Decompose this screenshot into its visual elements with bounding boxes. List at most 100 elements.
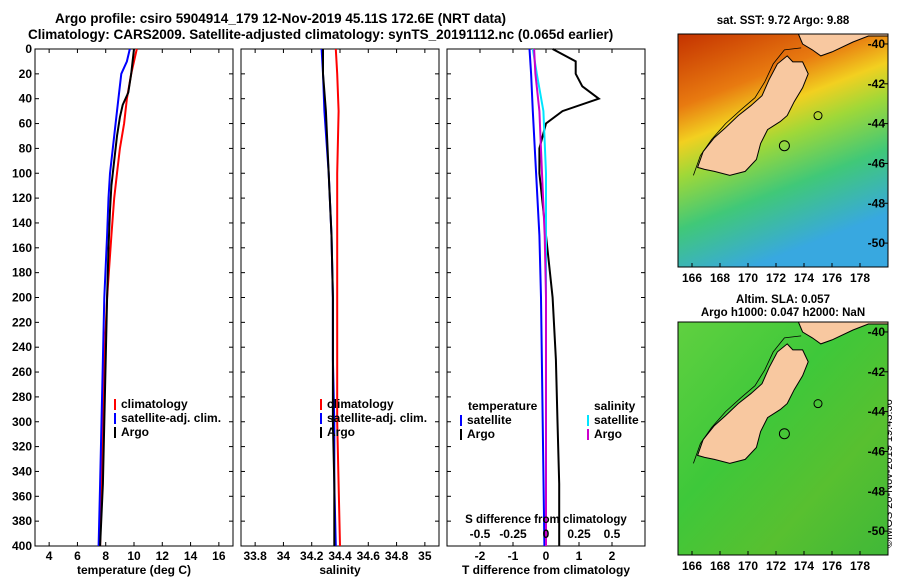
- y-tick-label: 160: [12, 241, 32, 255]
- sla-map-south-island: [696, 343, 809, 464]
- x-axis-label: T difference from climatology: [462, 563, 630, 577]
- x-tick-label: 34.8: [385, 549, 409, 563]
- y-tick-label: 20: [19, 67, 33, 81]
- map-x-tick-label: 178: [850, 271, 870, 285]
- x-tick-label: 34.6: [357, 549, 381, 563]
- map-y-tick-label: -48: [868, 196, 886, 210]
- map-x-tick-label: 174: [794, 559, 814, 573]
- y-tick-label: 0: [25, 42, 32, 56]
- y-tick-label: 140: [12, 216, 32, 230]
- sst-map-south-island: [696, 55, 809, 176]
- y-tick-label: 380: [12, 514, 32, 528]
- series-line-climatology: [334, 48, 341, 547]
- y-tick-label: 240: [12, 340, 32, 354]
- y-tick-label: 80: [19, 141, 33, 155]
- y-tick-label: 340: [12, 464, 32, 478]
- sla-map-argo-location: [778, 428, 790, 440]
- x-tick-label: 35: [418, 549, 432, 563]
- map-x-tick-label: 166: [682, 559, 702, 573]
- sla-map-seamount: [813, 399, 823, 409]
- legend-label: satellite-adj. clim.: [327, 411, 427, 425]
- y-tick-label: 320: [12, 440, 32, 454]
- legend-label: satellite-adj. clim.: [121, 411, 221, 425]
- legend-title-temperature: temperature: [468, 399, 538, 413]
- map-y-tick-label: -46: [868, 444, 886, 458]
- map-y-tick-label: -44: [868, 117, 886, 131]
- y-tick-label: 60: [19, 117, 33, 131]
- legend-label: satellite: [467, 413, 512, 427]
- x-tick-label: 0: [543, 549, 550, 563]
- map-x-tick-label: 168: [710, 559, 730, 573]
- sla-map-subtitle: Argo h1000: 0.047 h2000: NaN: [700, 307, 866, 319]
- map-x-tick-label: 172: [766, 559, 786, 573]
- x-tick-label: 8: [102, 549, 109, 563]
- figure-title-line2: Climatology: CARS2009. Satellite-adjuste…: [28, 27, 614, 42]
- map-y-tick-label: -46: [868, 156, 886, 170]
- series-line-t-argo: [538, 48, 601, 546]
- x-axis-label: salinity: [319, 563, 361, 577]
- map-y-tick-label: -50: [868, 236, 886, 250]
- secondary-tick-label: 0: [543, 527, 550, 541]
- legend-label: Argo: [121, 425, 149, 439]
- panel-2-frame: [240, 48, 440, 547]
- secondary-tick-label: 0.25: [567, 527, 591, 541]
- map-y-tick-label: -44: [868, 405, 886, 419]
- sst-map-argo-location: [778, 140, 790, 152]
- x-tick-label: 16: [212, 549, 226, 563]
- map-y-tick-label: -42: [868, 365, 886, 379]
- y-tick-label: 120: [12, 191, 32, 205]
- x-tick-label: 4: [46, 549, 53, 563]
- sst-map-title: sat. SST: 9.72 Argo: 9.88: [716, 15, 850, 27]
- map-x-tick-label: 166: [682, 271, 702, 285]
- y-tick-label: 300: [12, 415, 32, 429]
- map-x-tick-label: 176: [822, 271, 842, 285]
- legend-label: Argo: [467, 427, 495, 441]
- legend-label: Argo: [327, 425, 355, 439]
- map-x-tick-label: 176: [822, 559, 842, 573]
- y-tick-label: 100: [12, 166, 32, 180]
- sst-map-frame: [677, 33, 889, 268]
- x-tick-label: 34: [277, 549, 291, 563]
- map-y-tick-label: -42: [868, 77, 886, 91]
- legend-title-salinity: salinity: [594, 399, 636, 413]
- map-y-tick-label: -40: [868, 37, 886, 51]
- series-line-t-satellite: [528, 48, 546, 547]
- x-tick-label: 2: [609, 549, 616, 563]
- legend-label: satellite: [594, 413, 639, 427]
- x-tick-label: 34.2: [300, 549, 324, 563]
- map-x-tick-label: 170: [738, 559, 758, 573]
- y-tick-label: 200: [12, 291, 32, 305]
- x-tick-label: 10: [127, 549, 141, 563]
- y-tick-label: 260: [12, 365, 32, 379]
- x-tick-label: 6: [74, 549, 81, 563]
- x-tick-label: 34.4: [328, 549, 352, 563]
- map-y-tick-label: -48: [868, 484, 886, 498]
- secondary-tick-label: 0.5: [604, 527, 621, 541]
- y-tick-label: 280: [12, 390, 32, 404]
- sla-map-isobath: [693, 335, 802, 464]
- map-x-tick-label: 178: [850, 559, 870, 573]
- y-tick-label: 360: [12, 489, 32, 503]
- legend-label: climatology: [327, 397, 394, 411]
- panel-1-frame: [34, 48, 234, 547]
- legend-label: climatology: [121, 397, 188, 411]
- series-line-argo: [99, 48, 135, 547]
- y-tick-label: 40: [19, 92, 33, 106]
- sst-map-seamount: [813, 111, 823, 121]
- x-axis-label: temperature (deg C): [77, 563, 191, 577]
- secondary-tick-label: -0.5: [470, 527, 491, 541]
- x-tick-label: -2: [475, 549, 486, 563]
- sla-map-frame: [677, 321, 889, 556]
- map-x-tick-label: 170: [738, 271, 758, 285]
- sla-map-title: Altim. SLA: 0.057: [736, 294, 830, 306]
- map-x-tick-label: 174: [794, 271, 814, 285]
- sst-map-isobath: [693, 47, 802, 176]
- y-tick-label: 400: [12, 539, 32, 553]
- series-line-s-argo: [533, 48, 547, 546]
- y-tick-label: 180: [12, 266, 32, 280]
- secondary-tick-label: -0.25: [499, 527, 527, 541]
- figure-title-line1: Argo profile: csiro 5904914_179 12-Nov-2…: [55, 11, 506, 26]
- map-y-tick-label: -50: [868, 524, 886, 538]
- legend-label: Argo: [594, 427, 622, 441]
